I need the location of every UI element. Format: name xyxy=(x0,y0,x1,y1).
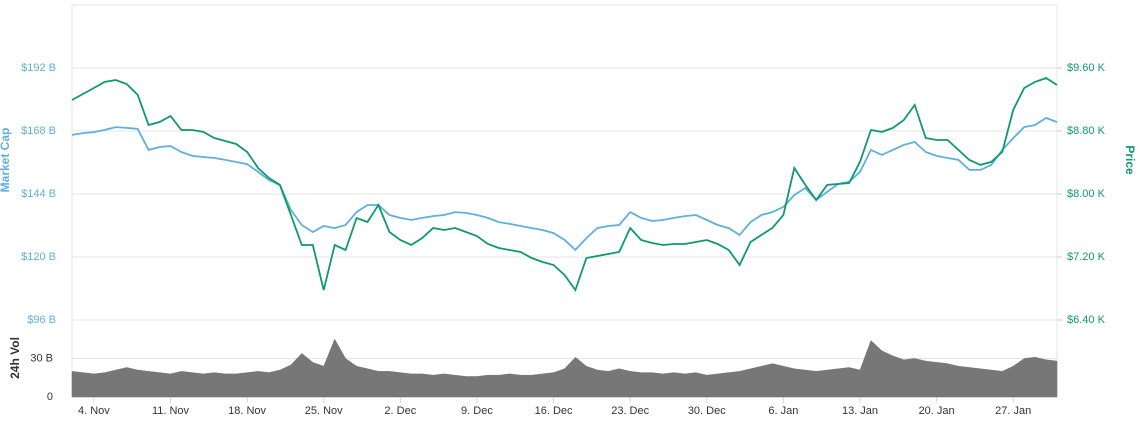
y2-tick-label: $7.20 K xyxy=(1067,251,1106,263)
y-tick-label: $192 B xyxy=(21,62,56,74)
y-tick-label: 0 xyxy=(47,391,53,403)
y-tick-label: $168 B xyxy=(21,125,56,137)
y-axis-title: Market Cap xyxy=(0,128,12,193)
x-tick-label: 9. Dec xyxy=(461,405,493,417)
series-line xyxy=(71,77,1058,292)
volume-axis-title: 24h Vol xyxy=(8,337,22,379)
y2-tick-label: $9.60 K xyxy=(1067,62,1106,74)
volume-area xyxy=(71,338,1058,398)
series-line xyxy=(71,116,1058,252)
x-tick-label: 2. Dec xyxy=(384,405,416,417)
x-tick-label: 30. Dec xyxy=(688,405,726,417)
x-tick-label: 4. Nov xyxy=(78,405,110,417)
y-tick-label: 30 B xyxy=(30,352,53,364)
y-tick-label: $120 B xyxy=(21,251,56,263)
y2-axis-title: Price xyxy=(1123,145,1137,175)
y2-tick-label: $8.80 K xyxy=(1067,125,1106,137)
x-tick-label: 13. Jan xyxy=(842,405,878,417)
x-tick-label: 20. Jan xyxy=(919,405,955,417)
x-tick-label: 16. Dec xyxy=(535,405,573,417)
x-tick-label: 23. Dec xyxy=(611,405,649,417)
x-tick-label: 18. Nov xyxy=(228,405,266,417)
x-tick-label: 6. Jan xyxy=(768,405,798,417)
y2-tick-label: $8.00 K xyxy=(1067,188,1106,200)
y2-tick-label: $6.40 K xyxy=(1067,314,1106,326)
x-tick-label: 27. Jan xyxy=(995,405,1031,417)
plot-frame xyxy=(71,4,1058,398)
y-tick-label: $96 B xyxy=(27,314,56,326)
x-tick-label: 11. Nov xyxy=(152,405,190,417)
y-tick-label: $144 B xyxy=(21,188,56,200)
x-tick-label: 25. Nov xyxy=(305,405,343,417)
